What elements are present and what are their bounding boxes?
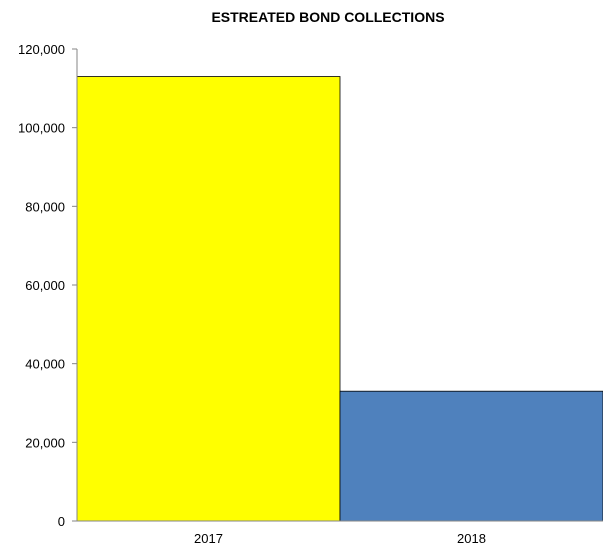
bars-layer bbox=[76, 76, 603, 522]
y-tick-label: 20,000 bbox=[25, 435, 65, 450]
x-tick-label: 2017 bbox=[194, 531, 223, 546]
y-tick-label: 100,000 bbox=[18, 121, 65, 136]
y-tick-label: 0 bbox=[58, 514, 65, 529]
x-axis-ticks: 2017 2018 bbox=[194, 531, 486, 546]
bar-2018 bbox=[339, 390, 603, 522]
x-tick-label: 2018 bbox=[457, 531, 486, 546]
chart-title: ESTREATED BOND COLLECTIONS bbox=[211, 9, 444, 25]
y-tick-label: 80,000 bbox=[25, 199, 65, 214]
bar-2017 bbox=[76, 76, 341, 522]
y-tick-label: 60,000 bbox=[25, 278, 65, 293]
y-tick-label: 40,000 bbox=[25, 357, 65, 372]
y-tick-label: 120,000 bbox=[18, 42, 65, 57]
y-axis-ticks: 0 20,000 40,000 60,000 80,000 100,000 120,000 bbox=[18, 42, 77, 529]
